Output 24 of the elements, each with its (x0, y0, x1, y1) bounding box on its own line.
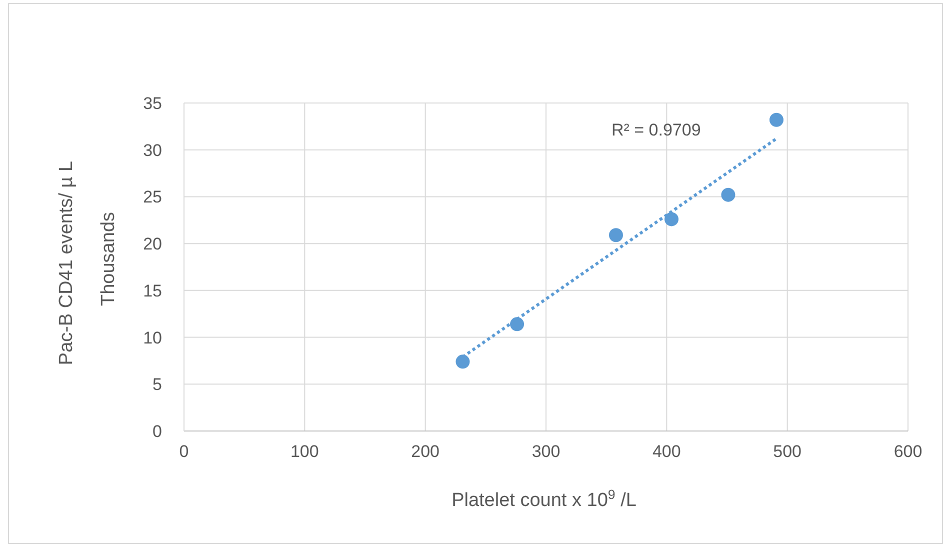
y-tick-label: 15 (143, 281, 162, 300)
y-axis-title: Pac-B CD41 events/ µ L (56, 160, 77, 366)
x-tick-label: 400 (652, 442, 681, 461)
x-tick-label: 100 (290, 442, 319, 461)
point (721, 188, 736, 202)
text: Thousands (98, 212, 119, 306)
point (664, 212, 678, 226)
y-tick-label: 20 (143, 234, 162, 254)
point (456, 354, 470, 369)
x-tick-label: 300 (532, 442, 560, 461)
x-tick-label: 600 (894, 442, 922, 461)
x-tick-label: 500 (773, 442, 802, 461)
x-tick-label: 0 (179, 442, 189, 461)
x-tick-label: 200 (411, 442, 440, 461)
y-tick-label: 0 (152, 422, 162, 441)
y-tick-label: 5 (152, 375, 162, 394)
x-axis-title: Platelet count x 10$^{9}$ /L (452, 486, 636, 511)
point (769, 112, 784, 127)
point (608, 228, 623, 242)
y-tick-label: 30 (143, 140, 162, 160)
annotation: R² = 0.9709 (611, 120, 701, 140)
y-tick-label: 25 (143, 188, 162, 207)
y-tick-label: 35 (143, 94, 162, 113)
y-tick-label: 10 (143, 328, 162, 348)
